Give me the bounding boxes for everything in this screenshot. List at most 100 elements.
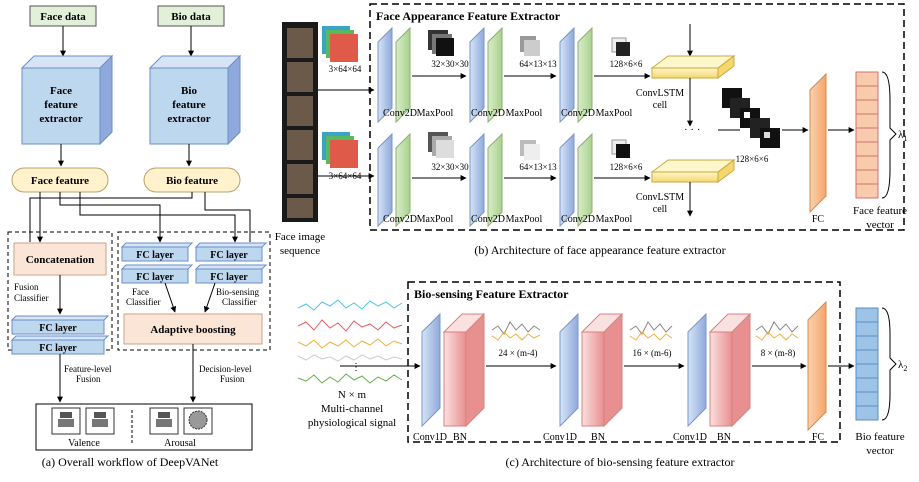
decision-fusion-group: [117, 231, 271, 351]
bio-classifier-line2: Classifier: [222, 297, 257, 307]
decision-fusion-line2: Fusion: [220, 374, 245, 384]
valence-label: Valence: [68, 438, 100, 449]
face-classifier-line2: Classifier: [126, 297, 161, 307]
convlstm-top-line2: cell: [653, 100, 668, 111]
bio-extractor-line3: extractor: [167, 113, 210, 125]
fusion-classifier-line2: Classifier: [14, 293, 49, 303]
caption-a: (a) Overall workflow of DeepVANet: [42, 455, 219, 469]
fusion-fc2-label: FC layer: [39, 343, 77, 354]
convlstm-top-line1: ConvLSTM: [636, 88, 684, 99]
bottom-conv2d-3: Conv2D: [561, 214, 595, 225]
face-extractor-line2: feature: [44, 99, 78, 111]
face-top-row: 32×30×30 64×13×13 128×6×6 Conv2D MaxPool…: [318, 26, 651, 124]
bio-vector-line1: Bio feature: [855, 431, 904, 443]
bio-classifier-line1: Bio-sensing: [216, 287, 260, 297]
face-input-line1: Face image: [275, 231, 326, 243]
bio-vector-line2: vector: [866, 445, 894, 457]
bio-extractor-frame: [407, 281, 841, 443]
bio-input-line3: physiological signal: [308, 417, 396, 429]
top-conv2d-1: Conv2D: [383, 108, 417, 119]
top-conv2d-2: Conv2D: [471, 108, 505, 119]
arousal-sam-icons: [149, 407, 213, 435]
bio-classifier-fc: FC layer FC layer: [194, 242, 268, 284]
bio-stage-1: Conv1D BN 24 × (m-4): [413, 312, 557, 443]
caption-b: (b) Architecture of face appearance feat…: [474, 243, 725, 257]
face-extractor-line3: extractor: [39, 113, 82, 125]
bio-data-label: Bio data: [171, 11, 211, 23]
top-maxpool-1: MaxPool: [417, 108, 454, 119]
convlstm-top: ConvLSTM cell: [636, 24, 736, 127]
face-bottom-row: 32×30×30 64×13×13 128×6×6 Conv2D MaxPool…: [318, 132, 651, 228]
face-dim3-top: 128×6×6: [610, 59, 643, 69]
top-maxpool-2: MaxPool: [506, 108, 543, 119]
bio-lambda: λ2: [898, 359, 907, 373]
bio-extractor-line2: feature: [172, 99, 206, 111]
fusion-classifier-line1: Fusion: [14, 282, 39, 292]
face-classifier-fc: FC layer FC layer: [120, 242, 194, 284]
concatenation-box: [13, 242, 107, 276]
convlstm-bottom: ConvLSTM cell: [636, 159, 736, 217]
bio-dim1: 24 × (m-4): [498, 348, 537, 358]
bio-input-line1: N × m: [338, 389, 367, 401]
bio-feature-vector: [855, 307, 879, 421]
arousal-label: Arousal: [164, 438, 196, 449]
face-extractor-block: Face feature extractor: [20, 54, 114, 146]
caption-c: (c) Architecture of bio-sensing feature …: [506, 455, 735, 469]
fusion-fc-layers: FC layer FC layer: [10, 315, 110, 355]
face-classifier-line1: Face: [132, 287, 149, 297]
bn-label-2: BN: [591, 432, 605, 443]
feature-fusion-line1: Feature-level: [64, 364, 112, 374]
valence-sam-icons: [51, 407, 115, 435]
convlstm-output-dim: 128×6×6: [736, 154, 769, 164]
convlstm-dots: · · ·: [684, 124, 701, 136]
panel-c-bio-extractor: ⋮ N × m Multi-channel physiological sign…: [297, 281, 907, 469]
output-box: [35, 403, 253, 451]
face-dim1-bottom: 32×30×30: [431, 162, 469, 172]
face-data-label: Face data: [40, 11, 86, 23]
svg-text:⋮: ⋮: [351, 362, 361, 373]
panel-a-workflow: Face data Bio data Face feature extracto…: [7, 5, 271, 469]
face-dim3-bottom: 128×6×6: [610, 162, 643, 172]
decision-fusion-line1: Decision-level: [199, 364, 252, 374]
bottom-maxpool-1: MaxPool: [417, 214, 454, 225]
bottom-conv2d-1: Conv2D: [383, 214, 417, 225]
bio-input-line2: Multi-channel: [321, 403, 383, 415]
face-feature-vector: [855, 71, 879, 199]
face-extractor-frame: [369, 3, 905, 231]
face-fc-label: FC: [812, 214, 825, 225]
bio-extractor-title: Bio-sensing Feature Extractor: [414, 287, 569, 301]
bottom-conv2d-2: Conv2D: [471, 214, 505, 225]
conv1d-label-3: Conv1D: [673, 432, 707, 443]
face-fc1-label: FC layer: [136, 250, 174, 261]
face-dim1-top: 32×30×30: [431, 59, 469, 69]
bio-stage-3: Conv1D BN 8 × (m-8): [673, 312, 807, 443]
face-extractor-title: Face Appearance Feature Extractor: [376, 9, 561, 23]
face-image-sequence: [282, 22, 318, 222]
convlstm-bottom-line1: ConvLSTM: [636, 192, 684, 203]
face-vector-line2: vector: [866, 219, 894, 231]
face-extractor-line1: Face: [50, 85, 72, 97]
concatenation-label: Concatenation: [26, 254, 94, 266]
conv1d-label-1: Conv1D: [413, 432, 447, 443]
bn-label-1: BN: [453, 432, 467, 443]
bio-feature-label: Bio feature: [166, 175, 218, 187]
rgb-input-top: [322, 26, 358, 62]
convlstm-bottom-line2: cell: [653, 204, 668, 215]
adaptive-boosting-label: Adaptive boosting: [150, 324, 236, 336]
face-input-line2: sequence: [280, 245, 320, 257]
bn-label-3: BN: [717, 432, 731, 443]
top-maxpool-3: MaxPool: [596, 108, 633, 119]
panel-b-face-extractor: Face image sequence 3×64×64 3×64×64 Face…: [275, 3, 907, 257]
face-lambda: λ1: [898, 129, 907, 143]
face-feature-label: Face feature: [31, 175, 89, 187]
top-conv2d-3: Conv2D: [561, 108, 595, 119]
input-dim-top: 3×64×64: [329, 64, 362, 74]
bio-extractor-line1: Bio: [181, 85, 197, 97]
convlstm-output-maps: [722, 88, 780, 148]
conv1d-label-2: Conv1D: [543, 432, 577, 443]
bio-dim3: 8 × (m-8): [761, 348, 796, 358]
face-fc-block: [809, 72, 827, 214]
adaptive-boosting-box: [123, 313, 263, 345]
